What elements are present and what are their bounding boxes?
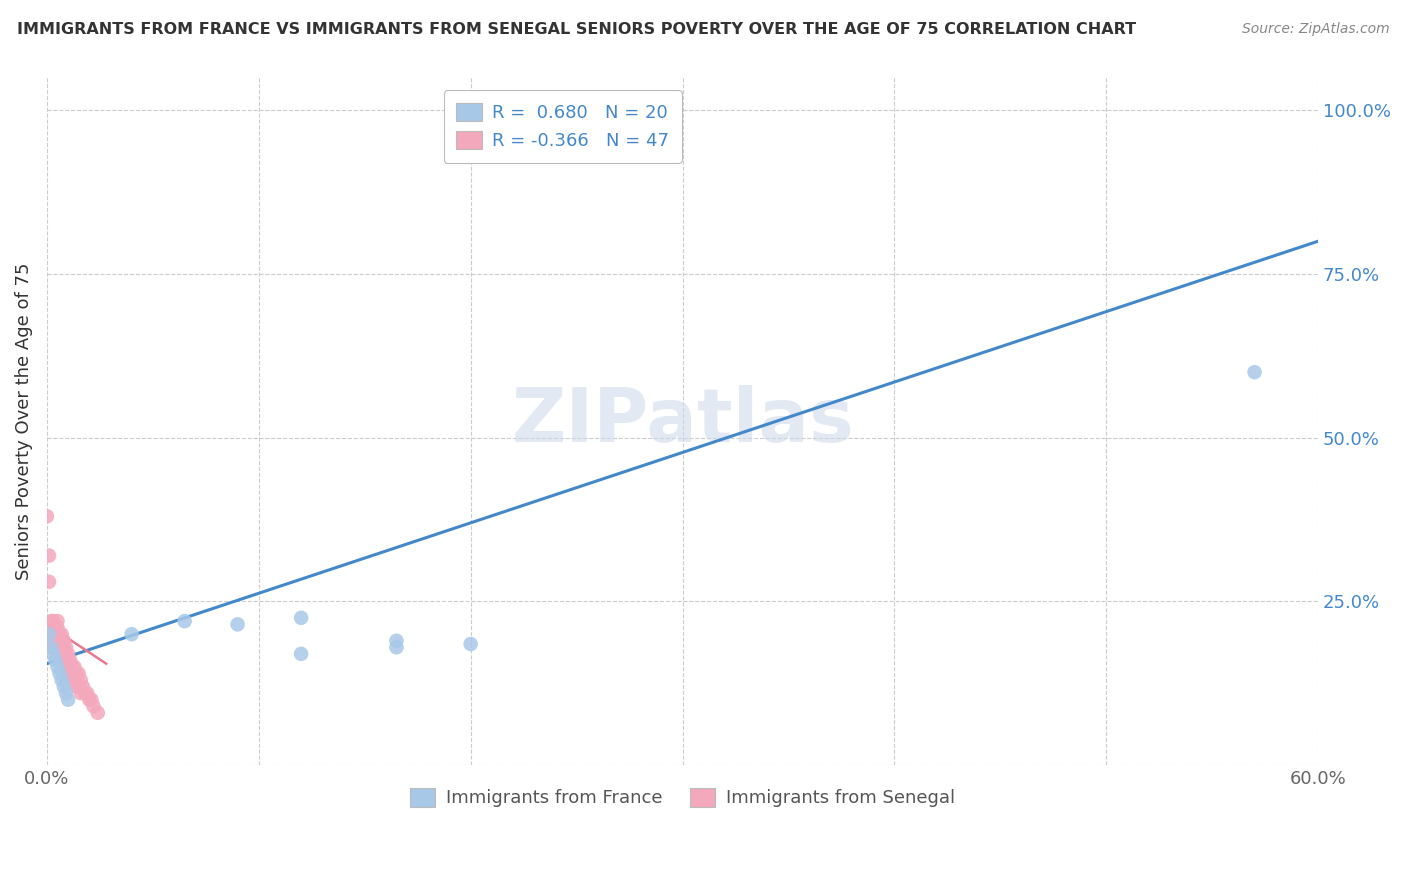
Point — [42, 627, 65, 641]
Point — [46, 614, 69, 628]
Point — [73, 686, 96, 700]
Point — [60, 673, 83, 687]
Point — [52, 640, 75, 655]
Point — [385, 633, 408, 648]
Point — [38, 549, 60, 563]
Point — [44, 633, 66, 648]
Point — [290, 611, 312, 625]
Point — [52, 680, 75, 694]
Point — [42, 647, 65, 661]
Legend: Immigrants from France, Immigrants from Senegal: Immigrants from France, Immigrants from … — [404, 780, 962, 814]
Point — [60, 660, 83, 674]
Point — [63, 660, 86, 674]
Point — [52, 633, 75, 648]
Point — [56, 653, 79, 667]
Point — [65, 680, 87, 694]
Point — [76, 686, 98, 700]
Point — [77, 692, 100, 706]
Point — [51, 673, 73, 687]
Point — [55, 686, 77, 700]
Point — [42, 614, 65, 628]
Y-axis label: Seniors Poverty Over the Age of 75: Seniors Poverty Over the Age of 75 — [15, 262, 32, 580]
Point — [48, 647, 70, 661]
Point — [42, 640, 65, 655]
Point — [72, 680, 94, 694]
Point — [69, 673, 91, 687]
Point — [226, 617, 249, 632]
Point — [1243, 365, 1265, 379]
Point — [48, 627, 70, 641]
Point — [39, 640, 62, 655]
Point — [52, 653, 75, 667]
Point — [56, 692, 79, 706]
Point — [38, 574, 60, 589]
Point — [55, 647, 77, 661]
Point — [44, 621, 66, 635]
Point — [44, 653, 66, 667]
Point — [87, 706, 110, 720]
Point — [48, 633, 70, 648]
Point — [46, 660, 69, 674]
Point — [65, 666, 87, 681]
Point — [51, 627, 73, 641]
Text: IMMIGRANTS FROM FRANCE VS IMMIGRANTS FROM SENEGAL SENIORS POVERTY OVER THE AGE O: IMMIGRANTS FROM FRANCE VS IMMIGRANTS FRO… — [17, 22, 1136, 37]
Point — [460, 637, 482, 651]
Point — [80, 692, 103, 706]
Point — [55, 640, 77, 655]
Point — [121, 627, 143, 641]
Point — [51, 647, 73, 661]
Point — [63, 673, 86, 687]
Point — [83, 699, 105, 714]
Text: Source: ZipAtlas.com: Source: ZipAtlas.com — [1241, 22, 1389, 37]
Point — [56, 666, 79, 681]
Point — [46, 633, 69, 648]
Point — [290, 647, 312, 661]
Point — [46, 621, 69, 635]
Point — [39, 614, 62, 628]
Point — [385, 640, 408, 655]
Point — [38, 627, 60, 641]
Point — [173, 614, 195, 628]
Point — [55, 660, 77, 674]
Point — [69, 686, 91, 700]
Point — [51, 633, 73, 648]
Point — [56, 647, 79, 661]
Point — [35, 509, 58, 524]
Point — [59, 653, 82, 667]
Text: ZIPatlas: ZIPatlas — [512, 384, 853, 458]
Point — [48, 666, 70, 681]
Point — [67, 680, 90, 694]
Point — [59, 666, 82, 681]
Point — [67, 666, 90, 681]
Point — [39, 640, 62, 655]
